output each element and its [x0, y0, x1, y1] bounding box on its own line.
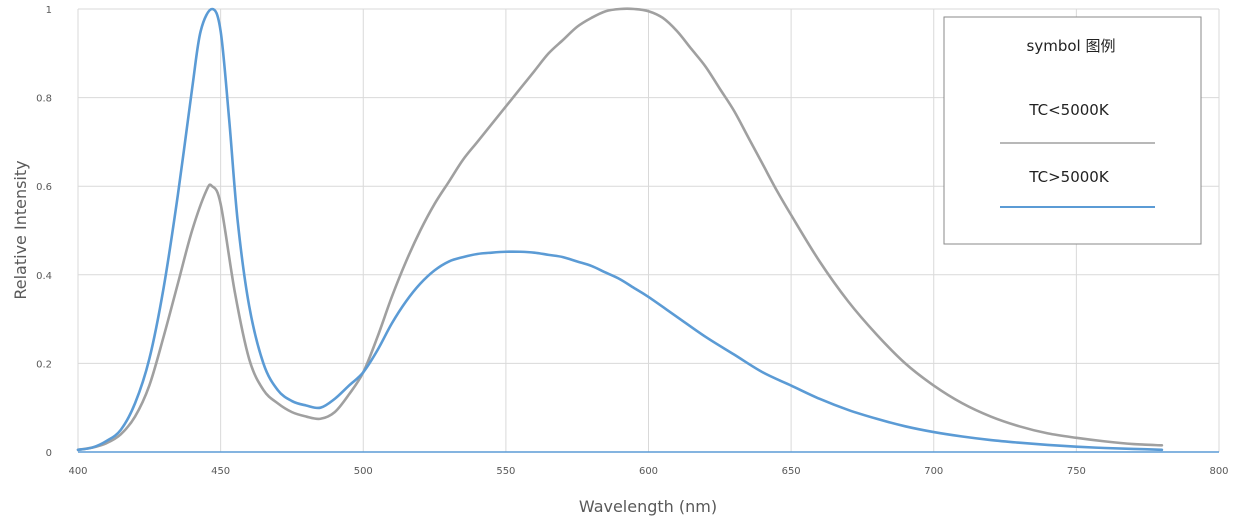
legend: symbol 图例 TC<5000K TC>5000K — [944, 17, 1201, 244]
y-tick-label: 0.2 — [36, 359, 52, 370]
y-tick-label: 0.4 — [36, 271, 52, 282]
y-tick-label: 0.6 — [36, 182, 52, 193]
x-tick-label: 750 — [1067, 466, 1086, 477]
y-tick-labels: 0 0.2 0.4 0.6 0.8 1 — [36, 5, 52, 459]
x-tick-label: 600 — [639, 466, 658, 477]
y-tick-label: 0 — [46, 448, 52, 459]
legend-title: symbol 图例 — [1027, 37, 1116, 55]
legend-entry-label: TC<5000K — [1028, 101, 1109, 119]
x-tick-label: 450 — [211, 466, 230, 477]
y-axis-title: Relative Intensity — [11, 160, 30, 299]
x-tick-labels: 400 450 500 550 600 650 700 750 800 — [68, 466, 1228, 477]
legend-entry-label: TC>5000K — [1028, 168, 1109, 186]
x-axis-title: Wavelength (nm) — [579, 497, 717, 516]
y-tick-label: 1 — [46, 5, 52, 16]
x-tick-label: 800 — [1209, 466, 1228, 477]
y-tick-label: 0.8 — [36, 94, 52, 105]
x-tick-label: 700 — [924, 466, 943, 477]
x-tick-label: 550 — [496, 466, 515, 477]
x-tick-label: 500 — [354, 466, 373, 477]
x-tick-label: 400 — [68, 466, 87, 477]
x-tick-label: 650 — [782, 466, 801, 477]
